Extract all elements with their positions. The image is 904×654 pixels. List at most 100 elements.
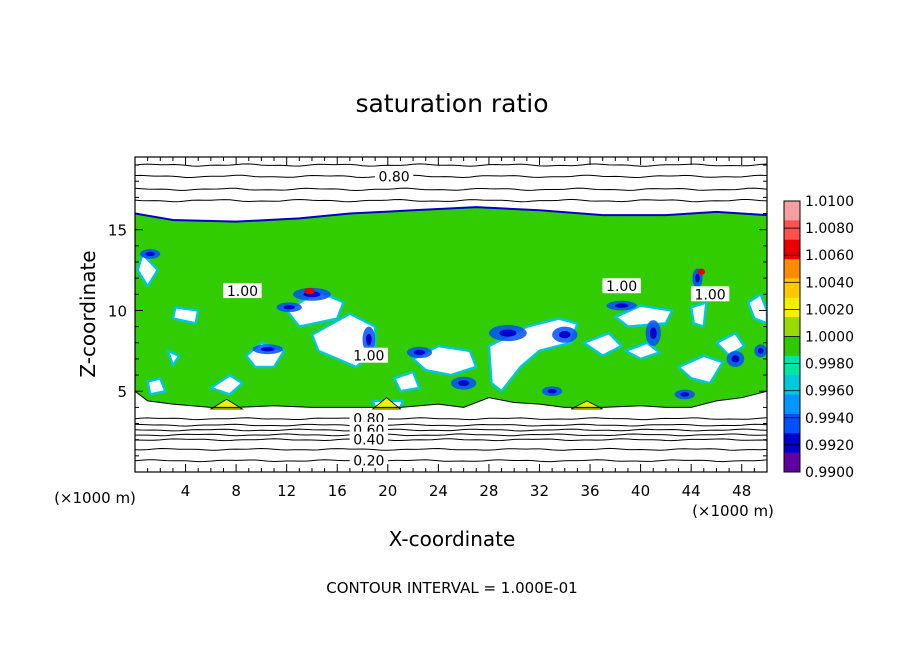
colorbar-label: 1.0040 [805, 275, 854, 291]
subsaturated-core [547, 389, 557, 394]
upper-contour-line [135, 174, 767, 179]
contour-label: 1.00 [602, 278, 641, 295]
colorbar-label: 1.0000 [805, 330, 854, 346]
clear-region [166, 349, 181, 367]
x-tick-label: 4 [181, 482, 191, 500]
y-axis-label: Z-coordinate [76, 250, 100, 377]
x-tick-label: 36 [580, 482, 599, 500]
subsaturated-core [365, 333, 372, 346]
x-axis: 4 8 12 16 20 24 28 32 36 40 44 48 [147, 157, 755, 500]
y-tick-label: 5 [117, 383, 127, 401]
contour-label: 0.20 [349, 452, 389, 470]
yellow-cell [209, 398, 244, 410]
lower-contour-line [135, 417, 767, 421]
contour-label-bg [690, 286, 730, 302]
x-tick-label: 8 [231, 482, 241, 500]
supersaturated-patches [304, 268, 706, 295]
colorbar-swatch [784, 336, 800, 357]
subsaturated-core [731, 355, 740, 363]
y-tick-label: 15 [108, 222, 127, 240]
subsaturated-core [145, 251, 155, 257]
x-unit-label-left: (×1000 m) [54, 489, 136, 507]
x-axis-label: X-coordinate [389, 527, 516, 551]
subsaturated-core [614, 303, 629, 308]
contour-value-labels: 0.801.001.001.001.000.800.600.400.20 [223, 168, 730, 470]
subsaturated-core [559, 331, 571, 339]
upper-contour-line [135, 163, 767, 167]
clear-region [624, 341, 661, 361]
plot-area: 0.801.001.001.001.000.800.600.400.20 [135, 157, 767, 472]
subsaturated-core [413, 349, 426, 356]
colorbar-label: 1.0060 [805, 248, 854, 264]
contour-lines [135, 163, 767, 463]
lower-contour-line [135, 447, 767, 451]
contour-label-text: 0.80 [379, 169, 410, 185]
contour-label: 1.00 [690, 286, 730, 303]
lower-contour-line [135, 433, 767, 437]
colorbar-swatch [784, 259, 800, 279]
lower-contour-line [135, 438, 767, 442]
subsaturated-core [680, 392, 690, 397]
contour-label-bg [349, 410, 389, 426]
clear-region [677, 354, 725, 385]
colorbar-swatch [784, 355, 800, 376]
contour-label-bg [349, 347, 389, 363]
colorbar-label: 0.9940 [805, 411, 854, 427]
contour-label-bg [349, 452, 389, 468]
x-tick-label: 40 [631, 482, 650, 500]
x-tick-label: 32 [530, 482, 549, 500]
clear-region [746, 293, 767, 325]
contour-label: 0.80 [374, 168, 414, 185]
colorbar-label: 0.9900 [805, 465, 854, 481]
colorbar-swatch [784, 317, 800, 337]
colorbar-swatch [784, 375, 800, 396]
x-tick-label: 24 [429, 482, 448, 500]
y-tick-label: 10 [108, 302, 127, 320]
contour-label-bg [349, 431, 389, 447]
contour-label: 1.00 [349, 347, 389, 365]
colorbar-swatch [784, 220, 800, 241]
subsaturated-core [457, 380, 470, 387]
contour-label-text: 1.00 [227, 284, 258, 300]
contour-label-text: 1.00 [695, 287, 726, 303]
upper-contour-line [135, 198, 767, 203]
cloud-region [135, 207, 767, 408]
colorbar-label: 1.0100 [805, 194, 854, 210]
contour-interval-note: CONTOUR INTERVAL = 1.000E-01 [326, 579, 577, 597]
colorbar-label: 0.9980 [805, 357, 854, 373]
colorbar-swatch [784, 297, 800, 318]
colorbar-swatch [784, 394, 800, 415]
clear-region [392, 370, 421, 393]
colorbar-swatch [784, 239, 800, 260]
clear-region [171, 305, 200, 325]
x-tick-label: 16 [328, 482, 347, 500]
subsaturated-core [283, 305, 295, 310]
x-tick-label: 28 [479, 482, 498, 500]
contour-label: 1.00 [223, 283, 262, 300]
clear-region [136, 252, 160, 288]
yellow-cell [371, 397, 402, 410]
lower-contour-line [135, 428, 767, 432]
contour-label-text: 1.00 [353, 349, 384, 365]
supersaturated-patch [304, 287, 315, 295]
contour-label-bg [223, 283, 262, 299]
lower-contour-line [135, 459, 767, 463]
contour-label-bg [374, 168, 414, 184]
x-tick-label: 12 [277, 482, 296, 500]
subsaturated-core [499, 329, 517, 337]
contour-label: 0.40 [349, 431, 389, 449]
clear-region [146, 377, 167, 396]
subsaturated-core [757, 347, 764, 354]
colorbar: 1.0100 1.0080 1.0060 1.0040 1.0020 1.0000 0.99… [783, 194, 854, 481]
clear-region [715, 331, 746, 357]
colorbar-swatch [784, 433, 800, 454]
colorbar-swatch [784, 278, 800, 299]
contour-label-text: 1.00 [606, 279, 637, 295]
supersaturated-patch [697, 268, 706, 275]
x-tick-label: 44 [682, 482, 701, 500]
colorbar-swatch [784, 201, 800, 221]
contour-label-text: 0.40 [353, 433, 384, 449]
x-tick-label: 20 [378, 482, 397, 500]
cloud-top-contour [135, 206, 767, 223]
